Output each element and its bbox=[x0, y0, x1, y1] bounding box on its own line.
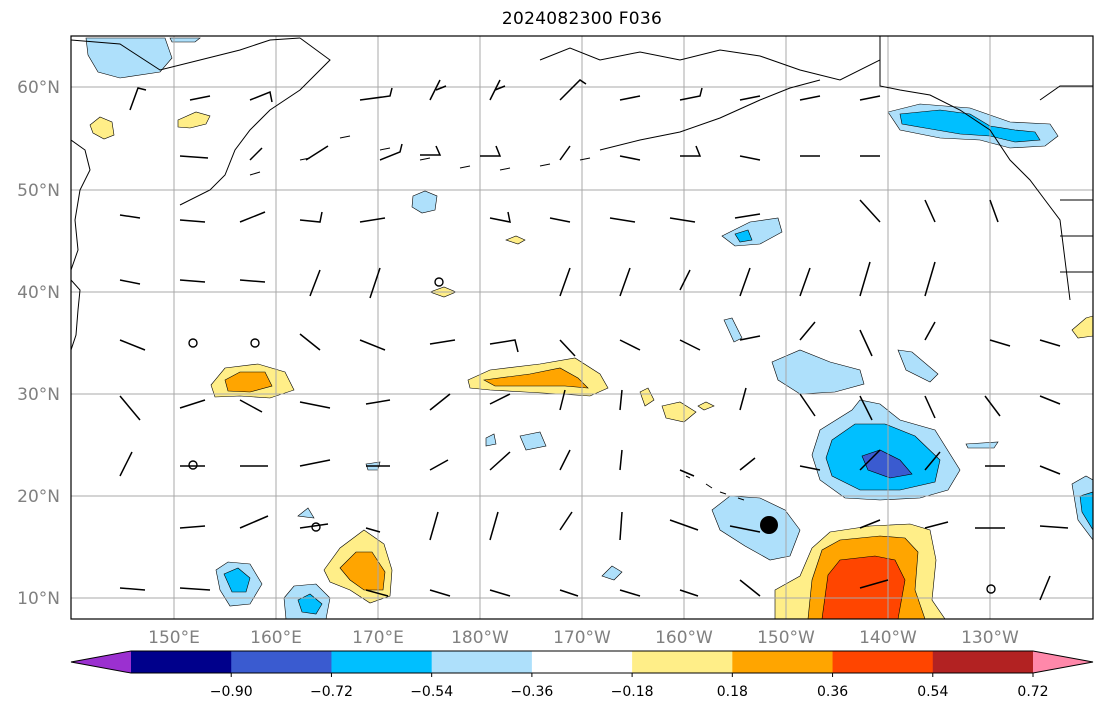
colorbar-tick-label: −0.36 bbox=[510, 684, 553, 700]
colorbar-segment bbox=[431, 651, 533, 673]
colorbar-outline bbox=[70, 650, 1094, 674]
colorbar-tick-label: −0.54 bbox=[410, 684, 453, 700]
lon-label: 140°W bbox=[859, 628, 917, 648]
colorbar-tick-label: 0.54 bbox=[917, 684, 948, 700]
colorbar-tick-label: −0.72 bbox=[310, 684, 353, 700]
coastlines bbox=[71, 36, 1093, 501]
colorbar-extend-low bbox=[71, 651, 131, 673]
colorbar-segment bbox=[632, 651, 733, 673]
colorbar-segment bbox=[932, 651, 1034, 673]
colorbar-extend-high bbox=[1033, 651, 1093, 673]
lat-label: 20°N bbox=[17, 487, 60, 507]
lat-label: 60°N bbox=[17, 78, 60, 98]
lat-label: 40°N bbox=[17, 283, 60, 303]
lat-label: 30°N bbox=[17, 385, 60, 405]
lon-label: 170°E bbox=[352, 628, 404, 648]
colorbar-segment bbox=[131, 651, 232, 673]
colorbar-segment bbox=[531, 651, 633, 673]
lon-label: 170°W bbox=[553, 628, 611, 648]
lon-label: 160°E bbox=[250, 628, 302, 648]
map-title: 2024082300 F036 bbox=[501, 9, 663, 29]
lon-label: 150°W bbox=[757, 628, 815, 648]
lon-label: 130°W bbox=[961, 628, 1019, 648]
colorbar-tick-label: −0.90 bbox=[210, 684, 253, 700]
colorbar-segment bbox=[231, 651, 332, 673]
lon-label: 150°E bbox=[148, 628, 200, 648]
colorbar-tick-label: 0.18 bbox=[717, 684, 748, 700]
calm-markers bbox=[188, 277, 996, 594]
colorbar-segment bbox=[732, 651, 834, 673]
lat-label: 10°N bbox=[17, 589, 60, 609]
colorbar: −0.90 −0.72 −0.54 −0.36 −0.18 0.18 0.36 0.54 0.7… bbox=[70, 650, 1094, 700]
latitude-labels: 60°N 50°N 40°N 30°N 20°N 10°N bbox=[17, 78, 60, 609]
lon-label: 180°W bbox=[451, 628, 509, 648]
contour-fills bbox=[85, 37, 1093, 619]
lat-label: 50°N bbox=[17, 181, 60, 201]
lon-label: 160°W bbox=[655, 628, 713, 648]
longitude-labels: 150°E 160°E 170°E 180°W 170°W 160°W 150°… bbox=[148, 628, 1019, 648]
map-frame bbox=[70, 35, 1094, 620]
colorbar-segment bbox=[331, 651, 433, 673]
colorbar-segment bbox=[832, 651, 934, 673]
colorbar-tick-label: 0.72 bbox=[1017, 684, 1048, 700]
colorbar-tick-label: 0.36 bbox=[817, 684, 848, 700]
colorbar-tick-label: −0.18 bbox=[611, 684, 654, 700]
wind-barbs bbox=[119, 79, 1069, 601]
location-marker bbox=[760, 516, 778, 534]
gridlines bbox=[71, 36, 1093, 619]
